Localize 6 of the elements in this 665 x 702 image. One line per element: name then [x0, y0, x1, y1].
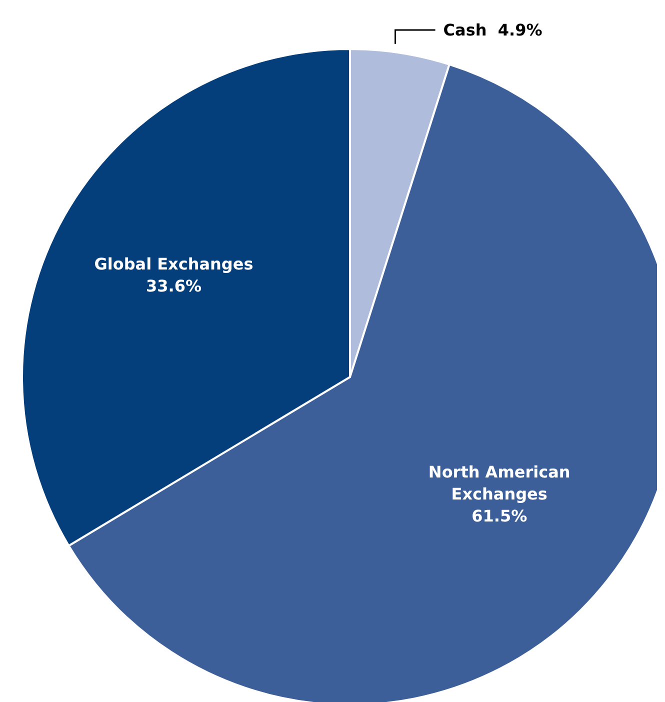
- data-label: 33.6%: [146, 276, 202, 296]
- slice-label: Cash: [443, 20, 487, 40]
- data-label: 4.9%: [498, 20, 542, 40]
- slice-label: North American Exchanges: [428, 462, 570, 504]
- slice-label: Global Exchanges: [94, 254, 254, 274]
- data-label: 61.5%: [472, 506, 528, 526]
